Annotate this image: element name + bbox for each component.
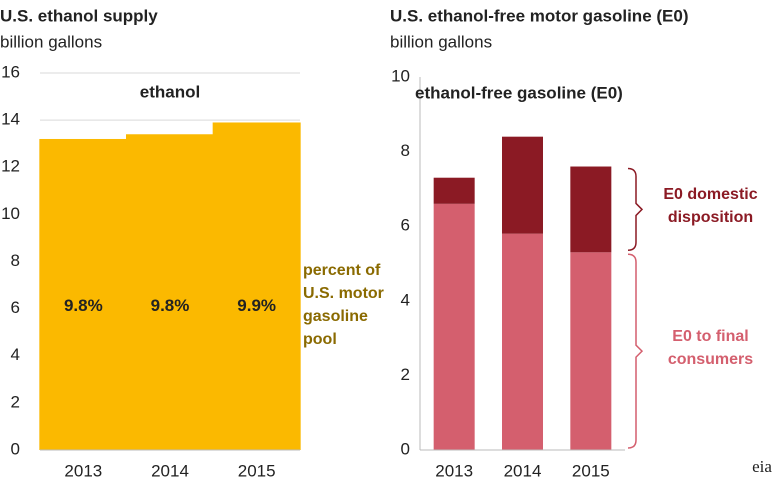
y-tick-label: 8	[11, 251, 20, 270]
series-label: E0 to final consumers	[667, 328, 754, 369]
bar	[212, 122, 301, 450]
annotation-box: percent of U.S. motor gasoline pool	[303, 262, 384, 348]
y-tick-label: 8	[401, 141, 410, 160]
bar-segment	[502, 233, 543, 450]
x-tick-label: 2014	[504, 461, 542, 480]
series-label-box: E0 to final consumers	[667, 328, 754, 369]
bar-segment	[570, 252, 612, 450]
bar-label: 9.9%	[237, 296, 276, 315]
bracket	[627, 253, 644, 449]
x-tick-label: 2015	[572, 461, 610, 480]
y-tick-label: 14	[1, 110, 20, 129]
chart-title: U.S. ethanol-free motor gasoline (E0)	[390, 6, 689, 25]
series-label-box: E0 domestic disposition	[663, 186, 758, 227]
bar-segment	[433, 203, 475, 450]
y-tick-label: 2	[11, 392, 20, 411]
y-tick-label: 10	[1, 204, 20, 223]
series-label: E0 domestic disposition	[663, 186, 758, 227]
x-tick-label: 2015	[238, 461, 276, 480]
x-tick-label: 2013	[435, 461, 473, 480]
series-label: ethanol	[140, 82, 200, 101]
y-tick-label: 10	[391, 66, 410, 85]
y-tick-label: 6	[401, 216, 410, 235]
y-tick-label: 4	[11, 345, 20, 364]
y-tick-label: 0	[401, 439, 410, 458]
y-tick-label: 0	[11, 439, 20, 458]
source: eia	[752, 457, 772, 476]
bar-label: 9.8%	[64, 296, 103, 315]
header: ethanol-free gasoline (E0)	[415, 83, 623, 102]
chart-subtitle: billion gallons	[390, 32, 492, 51]
y-tick-label: 2	[401, 365, 410, 384]
bar-label: 9.8%	[151, 296, 190, 315]
y-tick-label: 4	[401, 290, 410, 309]
chart-title: U.S. ethanol supply	[0, 6, 158, 25]
annotation: percent of U.S. motor gasoline pool	[303, 262, 384, 348]
y-tick-label: 6	[11, 298, 20, 317]
bar-segment	[502, 136, 543, 234]
bar	[126, 134, 214, 450]
bracket	[627, 167, 644, 252]
x-tick-label: 2013	[64, 461, 102, 480]
x-tick-label: 2014	[151, 461, 189, 480]
y-tick-label: 16	[1, 62, 20, 81]
bar-segment	[433, 177, 475, 204]
bar-segment	[570, 166, 612, 253]
bar	[39, 138, 128, 450]
y-tick-label: 12	[1, 157, 20, 176]
chart-subtitle: billion gallons	[0, 32, 102, 51]
